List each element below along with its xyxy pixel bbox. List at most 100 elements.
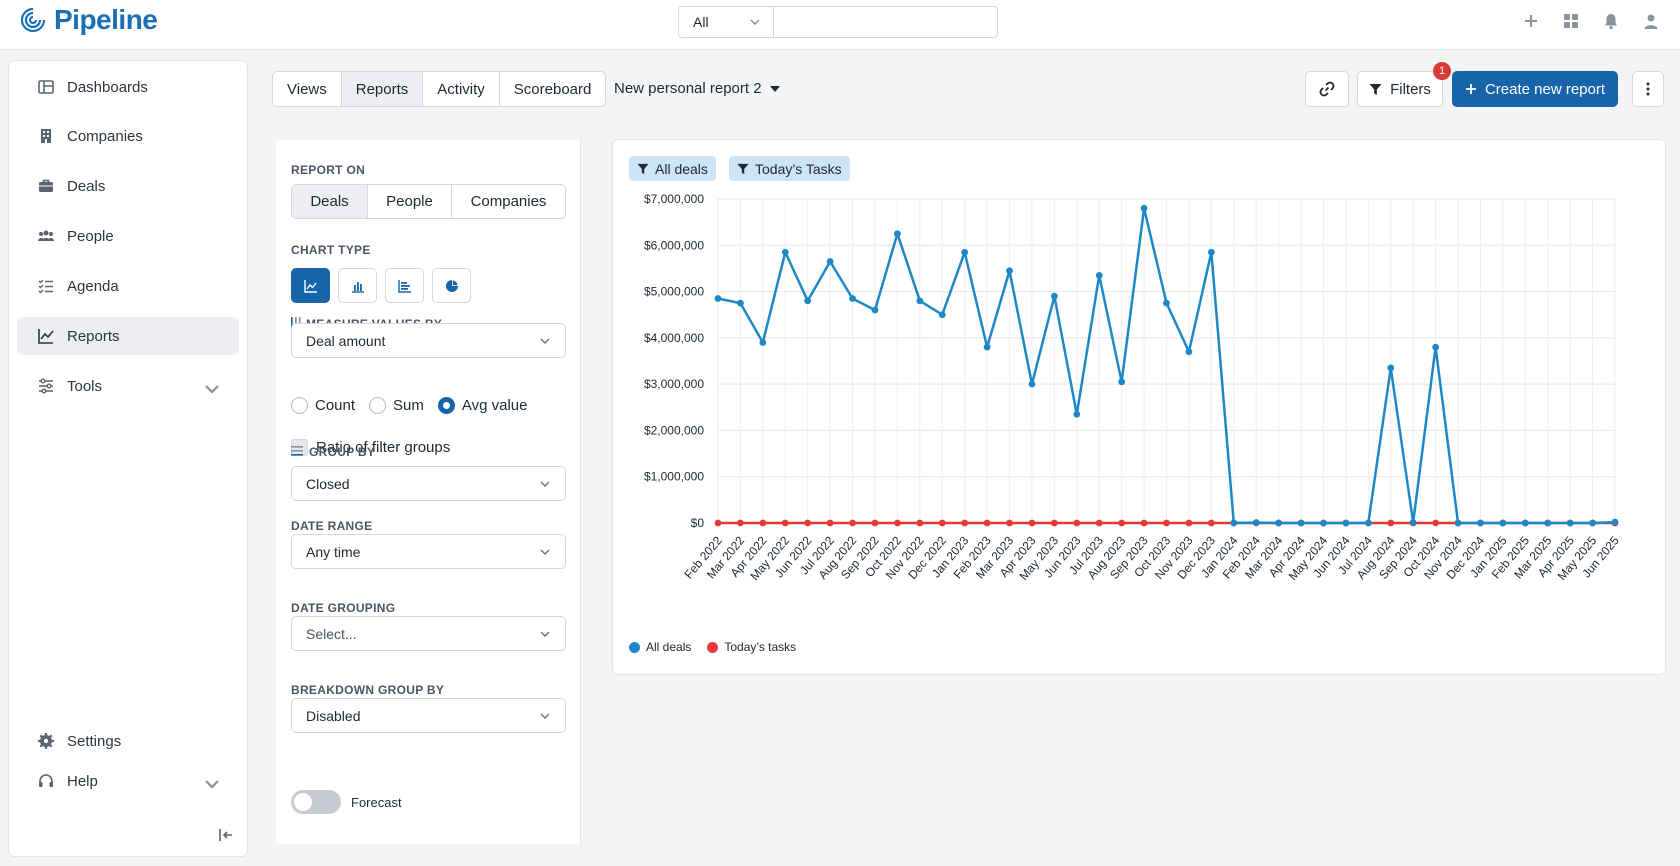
chevron-down-icon (540, 337, 550, 344)
sidebar-item-companies[interactable]: Companies (17, 117, 239, 155)
people-icon (38, 230, 54, 241)
chevron-down-icon (205, 780, 219, 789)
aggregation-sum-radio[interactable]: Sum (369, 397, 424, 414)
data-point (983, 343, 991, 351)
y-tick-label: $6,000,000 (644, 238, 704, 252)
sidebar-item-agenda[interactable]: Agenda (17, 267, 239, 305)
data-point (1252, 519, 1260, 526)
data-point (1320, 519, 1327, 527)
breakdown-group-by-dropdown[interactable]: Disabled (291, 698, 566, 733)
tab-views[interactable]: Views (273, 72, 342, 106)
data-point (938, 519, 946, 527)
sidebar-item-help[interactable]: Help (17, 762, 239, 800)
sidebar-item-label: Agenda (67, 277, 119, 295)
y-tick-label: $4,000,000 (644, 331, 704, 345)
data-point (1095, 271, 1103, 279)
forecast-toggle[interactable] (291, 790, 341, 814)
data-point (916, 297, 924, 305)
group-by-dropdown[interactable]: Closed (291, 466, 566, 501)
radio-label: Avg value (461, 397, 528, 414)
top-actions (1522, 12, 1660, 30)
data-point (714, 519, 722, 527)
chart-type-label: CHART TYPE (291, 243, 371, 257)
filter-chip-all-deals[interactable]: All deals (629, 156, 716, 181)
sidebar-item-dashboards[interactable]: Dashboards (17, 68, 239, 106)
sidebar-item-settings[interactable]: Settings (17, 722, 239, 760)
report-selector[interactable]: New personal report 2 (614, 80, 780, 97)
filters-count-badge: 1 (1433, 62, 1451, 80)
chevron-down-icon (205, 385, 219, 394)
search-scope-select[interactable]: All (679, 7, 774, 37)
date-range-dropdown[interactable]: Any time (291, 534, 566, 569)
chevron-down-icon (540, 630, 550, 637)
y-tick-label: $1,000,000 (644, 470, 704, 484)
dashboard-icon (38, 80, 54, 94)
sidebar-item-label: Settings (67, 732, 122, 750)
app-logo[interactable]: Pipeline (18, 4, 158, 36)
data-point (1207, 248, 1215, 256)
sidebar-item-deals[interactable]: Deals (17, 167, 239, 205)
aggregation-avg-radio[interactable]: Avg value (437, 397, 528, 414)
data-point (1163, 519, 1170, 527)
report-on-deals[interactable]: Deals (292, 185, 368, 218)
data-point (1050, 292, 1058, 300)
data-point (1028, 380, 1036, 388)
report-on-people[interactable]: People (368, 185, 452, 218)
y-tick-label: $7,000,000 (644, 192, 704, 206)
report-on-label: REPORT ON (291, 163, 366, 177)
create-report-button[interactable]: Create new report (1452, 71, 1618, 107)
measure-values-value: Deal amount (306, 332, 386, 349)
legend-item-todays-tasks[interactable]: Today’s tasks (707, 640, 796, 654)
global-search: All (678, 6, 998, 38)
data-point (871, 519, 879, 527)
logo-swirl-icon (20, 7, 46, 33)
plus-icon[interactable] (1522, 12, 1540, 30)
data-point (1230, 519, 1238, 527)
tab-scoreboard[interactable]: Scoreboard (513, 80, 592, 98)
filters-button[interactable]: Filters (1357, 71, 1443, 107)
data-point (714, 295, 722, 302)
report-on-companies[interactable]: Companies (470, 193, 547, 210)
measure-values-dropdown[interactable]: Deal amount (291, 323, 566, 358)
ratio-label: Ratio of filter groups (316, 439, 451, 456)
forecast-label: Forecast (351, 794, 402, 810)
radio-circle (369, 397, 387, 414)
data-point (1432, 519, 1439, 527)
data-point (1454, 519, 1462, 527)
more-options-button[interactable] (1632, 71, 1664, 107)
user-avatar-icon[interactable] (1642, 12, 1660, 30)
date-grouping-label: DATE GROUPING (291, 601, 396, 615)
data-point (938, 311, 946, 319)
filter-chip-todays-tasks[interactable]: Today’s Tasks (729, 156, 850, 181)
aggregation-count-radio[interactable]: Count (291, 397, 355, 414)
sidebar-item-tools[interactable]: Tools (17, 367, 239, 405)
date-range-value: Any time (306, 543, 361, 560)
tab-activity[interactable]: Activity (423, 72, 500, 106)
sidebar-item-reports[interactable]: Reports (17, 317, 239, 355)
chart-type-line-button[interactable] (291, 268, 330, 303)
create-report-label: Create new report (1484, 80, 1606, 98)
collapse-sidebar-icon[interactable] (217, 826, 235, 844)
report-settings-panel: REPORT ON Deals People Companies CHART T… (276, 140, 581, 844)
sidebar-item-people[interactable]: People (17, 217, 239, 255)
tab-reports[interactable]: Reports (341, 72, 424, 106)
chart-type-pie-button[interactable] (432, 268, 471, 303)
date-range-label: DATE RANGE (291, 519, 373, 533)
report-on-segmented: Deals People Companies (291, 184, 566, 219)
chart-type-horizontal-bar-button[interactable] (385, 268, 424, 303)
copy-link-button[interactable] (1305, 71, 1349, 107)
data-point (1521, 519, 1529, 527)
data-point (1163, 299, 1170, 307)
bell-icon[interactable] (1602, 12, 1620, 30)
data-point (894, 519, 901, 527)
search-input[interactable] (774, 7, 997, 37)
y-tick-label: $0 (691, 516, 705, 530)
date-grouping-dropdown[interactable]: Select... (291, 616, 566, 651)
legend-item-all-deals[interactable]: All deals (629, 640, 691, 654)
apps-grid-icon[interactable] (1562, 12, 1580, 30)
data-point (1118, 378, 1126, 386)
breakdown-group-by-value: Disabled (306, 707, 361, 724)
app-name: Pipeline (54, 4, 158, 35)
chart-type-bar-button[interactable] (338, 268, 377, 303)
gear-icon (38, 733, 54, 749)
